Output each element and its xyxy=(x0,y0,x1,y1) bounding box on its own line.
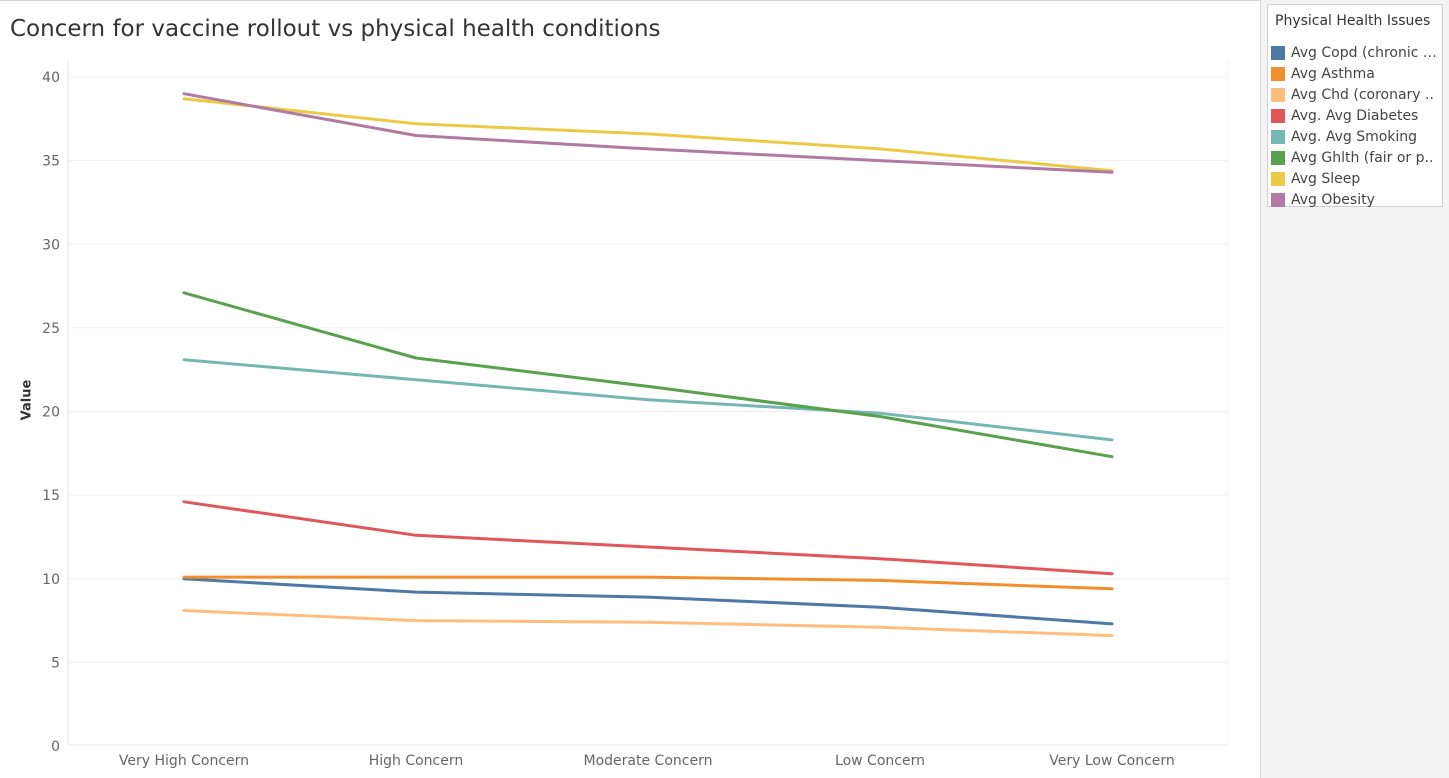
y-tick-label: 15 xyxy=(42,488,60,504)
y-tick-label: 25 xyxy=(42,321,60,337)
legend-item-copd[interactable]: Avg Copd (chronic o.. xyxy=(1271,43,1439,63)
y-tick-label: 5 xyxy=(51,655,60,671)
y-tick-label: 30 xyxy=(42,237,60,253)
legend-item-ghlth[interactable]: Avg Ghlth (fair or p.. xyxy=(1271,148,1439,168)
y-tick-label: 35 xyxy=(42,154,60,170)
series-line xyxy=(182,92,1114,174)
legend-item-obesity[interactable]: Avg Obesity xyxy=(1271,190,1439,210)
y-tick-labels: 0 5 10 15 20 25 30 35 40 xyxy=(42,70,60,755)
legend-item-label: Avg Obesity xyxy=(1291,192,1375,208)
x-tick-label: Low Concern xyxy=(835,753,925,769)
legend-item-label: Avg Chd (coronary .. xyxy=(1291,87,1434,103)
legend-item-label: Avg Asthma xyxy=(1291,66,1375,82)
legend-item-chd[interactable]: Avg Chd (coronary .. xyxy=(1271,85,1439,105)
legend-swatch xyxy=(1271,172,1285,186)
series-line xyxy=(182,577,1114,626)
legend-title: Physical Health Issues xyxy=(1275,13,1431,29)
x-tick-label: Very High Concern xyxy=(119,753,249,769)
series-line xyxy=(182,291,1114,459)
legend-swatch xyxy=(1271,151,1285,165)
y-tick-label: 10 xyxy=(42,572,60,588)
legend-item-label: Avg Copd (chronic o.. xyxy=(1291,45,1437,61)
series-line xyxy=(182,575,1114,591)
series-line xyxy=(182,500,1114,576)
series-line xyxy=(182,609,1114,638)
axes xyxy=(67,60,1229,746)
legend-item-label: Avg Ghlth (fair or p.. xyxy=(1291,150,1434,166)
line-chart: 0 5 10 15 20 25 30 35 40 Very High Concern High C… xyxy=(42,60,1229,769)
x-tick-label: High Concern xyxy=(369,753,464,769)
x-tick-label: Very Low Concern xyxy=(1049,753,1175,769)
gridlines xyxy=(68,76,1228,663)
y-tick-label: 20 xyxy=(42,405,60,421)
legend-item-diabetes[interactable]: Avg. Avg Diabetes xyxy=(1271,106,1439,126)
legend-item-sleep[interactable]: Avg Sleep xyxy=(1271,169,1439,189)
legend-swatch xyxy=(1271,193,1285,207)
legend-item-asthma[interactable]: Avg Asthma xyxy=(1271,64,1439,84)
legend-swatch xyxy=(1271,130,1285,144)
y-tick-label: 40 xyxy=(42,70,60,86)
chart-title: Concern for vaccine rollout vs physical … xyxy=(10,16,661,42)
top-border xyxy=(0,0,1449,3)
legend-item-label: Avg. Avg Smoking xyxy=(1291,129,1418,145)
series-lines xyxy=(182,92,1114,638)
legend-swatch xyxy=(1271,109,1285,123)
legend[interactable]: Physical Health Issues Avg Copd (chronic… xyxy=(1267,4,1443,210)
x-tick-label: Moderate Concern xyxy=(584,753,713,769)
legend-swatch xyxy=(1271,88,1285,102)
series-line xyxy=(182,358,1114,442)
legend-item-label: Avg Sleep xyxy=(1291,171,1361,187)
series-line xyxy=(182,97,1114,173)
legend-swatch xyxy=(1271,67,1285,81)
legend-item-smoking[interactable]: Avg. Avg Smoking xyxy=(1271,127,1439,147)
legend-swatch xyxy=(1271,46,1285,60)
legend-item-label: Avg. Avg Diabetes xyxy=(1291,108,1419,124)
x-tick-labels: Very High Concern High Concern Moderate Co… xyxy=(119,753,1175,769)
y-tick-label: 0 xyxy=(51,739,60,755)
